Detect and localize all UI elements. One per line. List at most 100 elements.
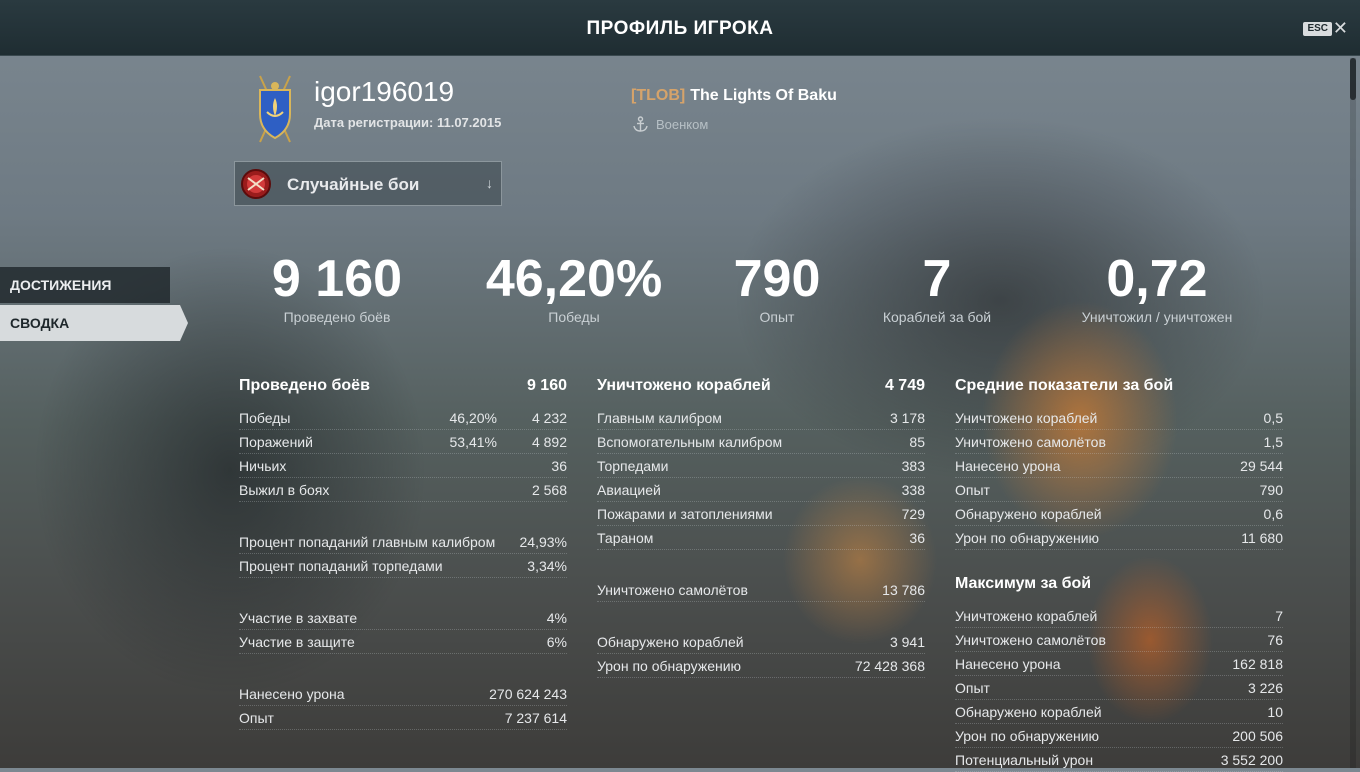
close-icon[interactable]: ✕ (1332, 18, 1348, 38)
stats-header: Максимум за бой (955, 572, 1283, 602)
stat-value: 36 (909, 530, 925, 546)
stat-value: 7 237 614 (504, 710, 567, 726)
battles-stats-column: Проведено боёв 9 160 Победы 46,20% 4 232… (239, 374, 567, 730)
stat-row: Ничьих 36 (239, 454, 567, 478)
clan-name[interactable]: The Lights Of Baku (690, 87, 837, 104)
scrollbar[interactable] (1350, 58, 1356, 768)
stat-label: Нанесено урона (955, 458, 1061, 474)
stat-label: Главным калибром (597, 410, 722, 426)
stat-value: 3 941 (889, 634, 925, 650)
stat-value: 2 568 (531, 482, 567, 498)
stat-percent: 53,41% (449, 434, 497, 450)
stat-row: Торпедами 383 (597, 454, 925, 478)
scrollbar-thumb[interactable] (1350, 58, 1356, 100)
stat-value: 24,93% (519, 534, 567, 550)
battle-mode-dropdown[interactable]: Случайные бои ↓ (234, 161, 502, 206)
stat-value: 4% (546, 610, 567, 626)
stat-label: Пожарами и затоплениями (597, 506, 773, 522)
nav-achievements[interactable]: ДОСТИЖЕНИЯ (0, 267, 170, 303)
anchor-icon (633, 116, 648, 132)
stat-row: Вспомогательным калибром 85 (597, 430, 925, 454)
stat-label: Уничтожено самолётов (955, 434, 1106, 450)
stat-label: Уничтожено самолётов (597, 582, 748, 598)
clan-info[interactable]: [TLOB] The Lights Of Baku (631, 87, 837, 105)
stat-row: Обнаружено кораблей 0,6 (955, 502, 1283, 526)
summary-wins: 46,20% Победы (484, 252, 664, 325)
stat-label: Поражений (239, 434, 313, 450)
stat-value: 4 892 (531, 434, 567, 450)
stat-label: Нанесено урона (239, 686, 345, 702)
stat-label: Процент попаданий главным калибром (239, 534, 496, 550)
title-bar: ПРОФИЛЬ ИГРОКА ESC ✕ (0, 0, 1360, 56)
battle-mode-label: Случайные бои (287, 175, 420, 194)
stats-header: Проведено боёв 9 160 (239, 374, 567, 404)
stat-value: 72 428 368 (854, 658, 925, 674)
stat-row: Участие в защите 6% (239, 630, 567, 654)
stat-row: Урон по обнаружению 200 506 (955, 724, 1283, 748)
stat-row: Опыт 7 237 614 (239, 706, 567, 730)
stat-value: 3 226 (1247, 680, 1283, 696)
stat-value: 29 544 (1240, 458, 1283, 474)
summary-label: Уничтожил / уничтожен (1081, 309, 1233, 325)
summary-value: 9 160 (271, 250, 403, 308)
stats-header-label: Средние показатели за бой (955, 377, 1174, 394)
stat-value: 85 (909, 434, 925, 450)
stat-value: 76 (1267, 632, 1283, 648)
esc-key-hint[interactable]: ESC (1303, 22, 1332, 36)
stat-row: Нанесено урона 270 624 243 (239, 682, 567, 706)
stat-label: Урон по обнаружению (955, 728, 1100, 744)
stat-value: 36 (551, 458, 567, 474)
stat-label: Участие в защите (239, 634, 355, 650)
stats-header-label: Уничтожено кораблей (597, 377, 771, 394)
stat-value: 1,5 (1263, 434, 1283, 450)
stat-label: Уничтожено самолётов (955, 632, 1106, 648)
stat-row: Поражений 53,41% 4 892 (239, 430, 567, 454)
clan-tag[interactable]: [TLOB] (631, 87, 686, 104)
stat-label: Обнаружено кораблей (955, 704, 1102, 720)
stat-row: Нанесено урона 29 544 (955, 454, 1283, 478)
side-navigation: ДОСТИЖЕНИЯ СВОДКА (0, 267, 188, 341)
stats-header-label: Максимум за бой (955, 575, 1092, 592)
stat-row: Уничтожено кораблей 7 (955, 604, 1283, 628)
stat-value: 162 818 (1232, 656, 1283, 672)
summary-ships-per-battle: 7 Кораблей за бой (867, 252, 1007, 325)
stat-label: Торпедами (597, 458, 669, 474)
stat-value: 0,5 (1263, 410, 1283, 426)
stat-row: Процент попаданий главным калибром 24,93… (239, 530, 567, 554)
stat-label: Опыт (239, 710, 274, 726)
stat-row: Победы 46,20% 4 232 (239, 406, 567, 430)
summary-label: Победы (548, 309, 600, 325)
stat-row: Уничтожено самолётов 76 (955, 628, 1283, 652)
stat-label: Обнаружено кораблей (955, 506, 1102, 522)
summary-kd-ratio: 0,72 Уничтожил / уничтожен (1067, 252, 1247, 325)
stat-label: Выжил в боях (239, 482, 330, 498)
summary-battles: 9 160 Проведено боёв (262, 252, 412, 325)
stat-label: Авиацией (597, 482, 661, 498)
stat-row: Потенциальный урон 3 552 200 (955, 748, 1283, 772)
stat-label: Участие в захвате (239, 610, 358, 626)
player-username: igor196019 (314, 76, 455, 107)
stat-value: 11 680 (1241, 530, 1283, 546)
clan-role: Военком (632, 116, 708, 133)
stats-header: Уничтожено кораблей 4 749 (597, 374, 925, 404)
stat-value: 7 (1275, 608, 1283, 624)
stat-label: Опыт (955, 482, 990, 498)
stat-value: 3,34% (527, 558, 567, 574)
stat-value: 200 506 (1232, 728, 1283, 744)
stat-label: Процент попаданий торпедами (239, 558, 443, 574)
clan-role-label: Военком (656, 117, 709, 132)
stat-label: Ничьих (239, 458, 287, 474)
stat-row: Урон по обнаружению 72 428 368 (597, 654, 925, 678)
registration-date: Дата регистрации: 11.07.2015 (314, 115, 502, 130)
stat-label: Урон по обнаружению (955, 530, 1100, 546)
nav-summary[interactable]: СВОДКА (0, 305, 188, 341)
random-battles-icon (241, 169, 271, 199)
stat-label: Нанесено урона (955, 656, 1061, 672)
stat-row: Опыт 790 (955, 478, 1283, 502)
stat-row: Обнаружено кораблей 3 941 (597, 630, 925, 654)
chevron-down-icon: ↓ (486, 175, 493, 191)
stat-row: Тараном 36 (597, 526, 925, 550)
stat-value: 270 624 243 (489, 686, 567, 702)
stat-row: Нанесено урона 162 818 (955, 652, 1283, 676)
summary-label: Опыт (759, 309, 795, 325)
